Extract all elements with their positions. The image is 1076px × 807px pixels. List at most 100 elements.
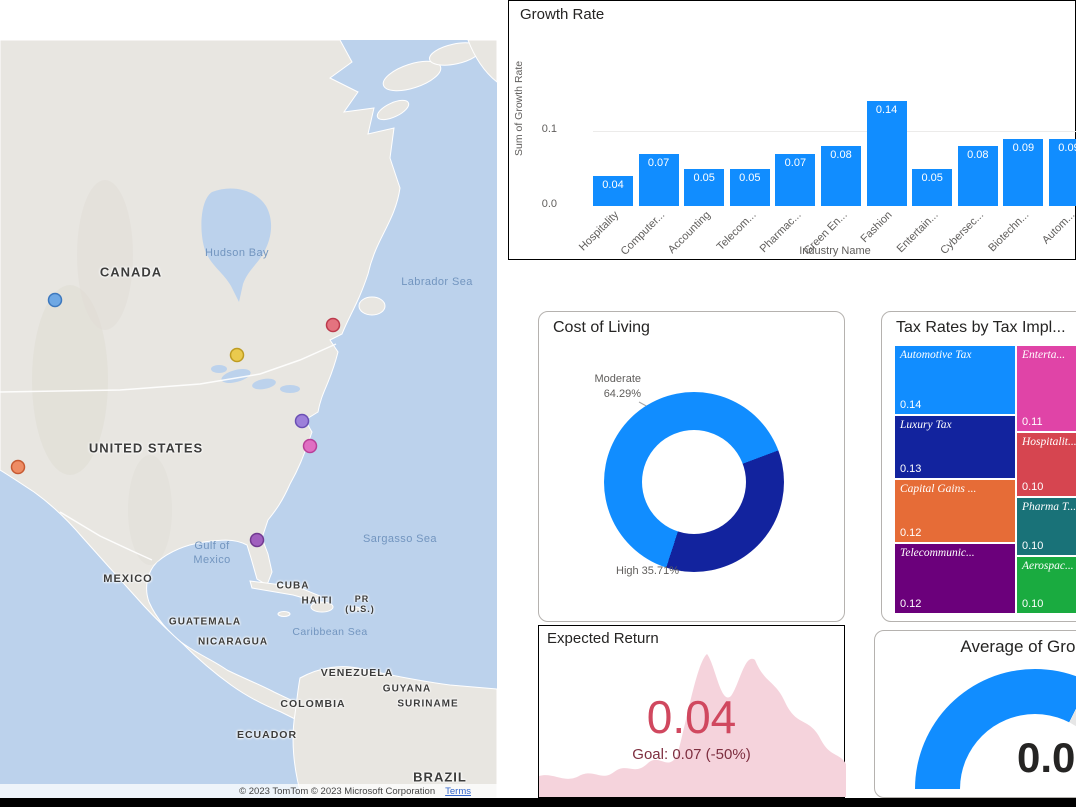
bar-value-label: 0.07 <box>784 156 807 169</box>
growth-bar[interactable]: 0.09 <box>1003 138 1044 206</box>
treemap-cell[interactable]: Capital Gains ... 0.12 <box>895 480 1015 542</box>
south-america-landmass <box>292 666 497 798</box>
treemap-cell-label: Hospitalit... <box>1022 436 1076 448</box>
treemap-cell-label: Aerospac... <box>1022 560 1074 572</box>
treemap-cell-label: Enterta... <box>1022 349 1066 361</box>
donut-callout-moderate: Moderate 64.29% <box>579 372 641 402</box>
gridline <box>593 131 1076 132</box>
treemap-cell[interactable]: Pharma T... 0.10 <box>1017 498 1076 555</box>
great-lake <box>211 365 227 373</box>
kpi-goal-text: Goal: 0.07 (-50%) <box>632 746 751 763</box>
x-axis-category-label: Autom... <box>1040 209 1076 247</box>
kpi-value: 0.04 <box>646 691 737 743</box>
treemap-cell-value: 0.10 <box>1022 598 1044 610</box>
treemap: Automotive Tax 0.14 Luxury Tax 0.13 Capital … <box>895 346 1076 613</box>
map-location-dot[interactable] <box>294 413 310 429</box>
newfoundland-island <box>358 296 386 316</box>
y-axis-title: Sum of Growth Rate <box>513 60 525 156</box>
map-country-label: NICARAGUA <box>197 636 269 648</box>
map-country-label: ECUADOR <box>236 729 298 741</box>
treemap-cell[interactable]: Automotive Tax 0.14 <box>895 346 1015 414</box>
treemap-cell-value: 0.10 <box>1022 481 1044 493</box>
x-axis-category-label: Fashion <box>858 209 896 246</box>
growth-bar[interactable]: 0.07 <box>638 153 679 206</box>
growth-bar[interactable]: 0.07 <box>775 153 816 206</box>
north-america-landmass <box>0 40 401 721</box>
map-location-dot[interactable] <box>249 532 265 548</box>
map-visual[interactable]: CANADA UNITED STATES MEXICO CUBA HAITI PR (U.S… <box>0 40 497 798</box>
donut-hole <box>642 430 746 534</box>
treemap-cell-value: 0.12 <box>900 598 922 610</box>
arctic-island <box>382 60 442 92</box>
puerto-rico-island <box>351 606 361 612</box>
chart-title: Tax Rates by Tax Impl... <box>896 319 1066 336</box>
y-axis-ticks: 0.0 0.1 <box>533 29 557 210</box>
map-location-dot[interactable] <box>10 459 26 475</box>
growth-bar[interactable]: 0.05 <box>912 168 953 206</box>
map-country-label: HAITI <box>301 595 333 607</box>
map-country-label: CANADA <box>99 264 163 280</box>
bar-value-label: 0.09 <box>1012 141 1035 154</box>
map-country-label: (U.S.) <box>345 604 375 614</box>
terms-link[interactable]: Terms <box>445 785 471 797</box>
gauge-arc[interactable] <box>915 669 1076 789</box>
great-lake <box>280 385 300 393</box>
slice-label: High 35.71% <box>616 565 679 577</box>
growth-bar[interactable]: 0.05 <box>729 168 770 206</box>
us-canada-border <box>0 343 337 393</box>
treemap-cell-label: Pharma T... <box>1022 501 1076 513</box>
map-country-label: GUATEMALA <box>168 616 242 628</box>
growth-bar[interactable]: 0.08 <box>957 146 998 206</box>
treemap-cell[interactable]: Telecommunic... 0.12 <box>895 544 1015 613</box>
map-location-dot[interactable] <box>302 438 318 454</box>
growth-bar[interactable]: 0.14 <box>866 101 907 206</box>
treemap-cell-label: Automotive Tax <box>900 349 972 361</box>
great-lake <box>252 378 276 390</box>
map-location-dot[interactable] <box>47 292 63 308</box>
treemap-cell-label: Capital Gains ... <box>900 483 977 495</box>
map-country-label: BRAZIL <box>413 769 467 785</box>
chart-title: Expected Return <box>547 630 659 647</box>
treemap-cell[interactable]: Aerospac... 0.10 <box>1017 557 1076 613</box>
growth-rate-chart: Growth Rate Sum of Growth Rate 0.0 0.1 0.… <box>508 0 1076 260</box>
expected-return-kpi-card: Expected Return 0.04 Goal: 0.07 (-50%) <box>538 625 846 798</box>
chart-title: Average of Gro... <box>960 637 1076 656</box>
map-country-label: PR <box>354 594 370 604</box>
plot-area: 0.04 0.07 0.05 0.05 0.07 0.08 0.14 0.05 0.08 0.09… <box>593 29 1076 206</box>
treemap-cell[interactable]: Hospitalit... 0.10 <box>1017 433 1076 496</box>
treemap-cell-value: 0.11 <box>1022 416 1043 428</box>
map-location-dot[interactable] <box>229 347 245 363</box>
treemap-cell-value: 0.10 <box>1022 540 1044 552</box>
growth-bar[interactable]: 0.09 <box>1049 138 1076 206</box>
bar-value-label: 0.07 <box>647 156 670 169</box>
growth-bar[interactable]: 0.04 <box>593 176 633 206</box>
treemap-cell[interactable]: Luxury Tax 0.13 <box>895 416 1015 478</box>
treemap-cell-value: 0.12 <box>900 527 922 539</box>
map-water-label: Caribbean Sea <box>292 626 368 638</box>
growth-bar[interactable]: 0.08 <box>821 146 861 206</box>
map-attribution: © 2023 TomTom © 2023 Microsoft Corporati… <box>0 784 497 798</box>
bar-value-label: 0.14 <box>875 104 898 116</box>
map-country-label: MEXICO <box>103 573 153 585</box>
treemap-cell[interactable]: Enterta... 0.11 <box>1017 346 1076 431</box>
tax-rates-treemap-card: Tax Rates by Tax Impl... Automotive Tax 0… <box>881 311 1076 622</box>
hispaniola-island <box>310 601 334 613</box>
cost-of-living-card: Cost of Living Moderate 64.29% High 35.7… <box>538 311 845 622</box>
bar-value-label: 0.05 <box>693 171 715 184</box>
bar-value-label: 0.08 <box>830 149 852 161</box>
treemap-cell-value: 0.14 <box>900 399 922 411</box>
us-mexico-border <box>59 511 153 561</box>
treemap-cell-label: Telecommunic... <box>900 547 975 559</box>
map-location-dot[interactable] <box>325 317 341 333</box>
copyright-text: © 2023 TomTom © 2023 Microsoft Corporati… <box>239 785 436 797</box>
growth-bar[interactable]: 0.05 <box>684 168 725 206</box>
donut-chart[interactable] <box>604 392 784 572</box>
map-country-label: SURINAME <box>397 698 459 710</box>
map-country-label: VENEZUELA <box>320 667 394 679</box>
map-water-label: Sargasso Sea <box>363 533 437 545</box>
map-water-label: Mexico <box>193 554 231 566</box>
bar-value-label: 0.09 <box>1058 141 1076 154</box>
hudson-bay <box>201 188 272 302</box>
y-axis-tick-label: 0.1 <box>541 123 557 135</box>
map-country-label: UNITED STATES <box>88 440 204 456</box>
